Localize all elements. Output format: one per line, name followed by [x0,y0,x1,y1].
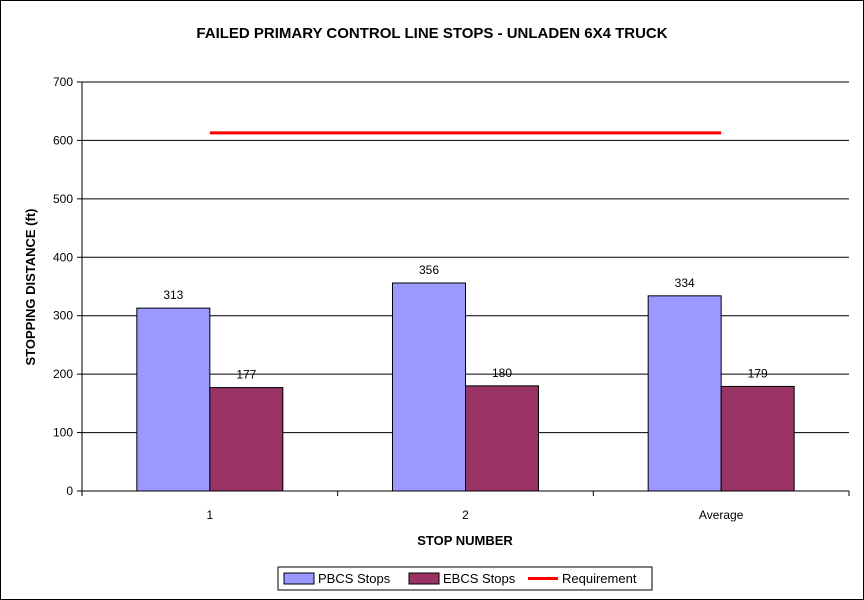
x-axis-ticks: 1 2 Average [81,491,850,522]
y-tick-label: 0 [66,484,73,498]
ebcs-bar [465,385,539,492]
bars [136,282,795,492]
pbcs-bar [647,295,722,492]
legend: PBCS Stops EBCS Stops Requirement [277,566,653,591]
y-axis-title: STOPPING DISTANCE (ft) [23,209,38,366]
data-label: 334 [675,276,695,290]
legend-pbcs-label: PBCS Stops [318,571,391,586]
y-tick-label: 600 [53,133,73,147]
data-label: 180 [492,366,512,380]
data-label: 177 [236,368,256,382]
data-labels: 313 356 334 177 180 179 [163,263,768,382]
data-label: 179 [748,366,768,380]
x-tick-label: Average [699,508,744,522]
data-label: 313 [163,288,183,302]
legend-requirement-label: Requirement [562,571,637,586]
chart-title: FAILED PRIMARY CONTROL LINE STOPS - UNLA… [196,25,667,42]
x-tick-label: 1 [206,508,213,522]
ebcs-bar [209,387,284,492]
pbcs-bar [136,307,211,492]
y-axis-ticks: 0 100 200 300 400 500 600 700 [53,75,82,498]
pbcs-bar [392,282,466,492]
x-tick-label: 2 [462,508,469,522]
legend-pbcs-swatch [283,572,315,585]
y-tick-label: 300 [53,309,73,323]
ebcs-bar [720,385,795,492]
y-tick-label: 700 [53,75,73,89]
y-tick-label: 500 [53,192,73,206]
data-label: 356 [419,263,439,277]
legend-ebcs-label: EBCS Stops [443,571,516,586]
y-tick-label: 400 [53,250,73,264]
legend-box [277,566,653,591]
y-tick-label: 100 [53,426,73,440]
y-tick-label: 200 [53,367,73,381]
legend-ebcs-swatch [408,572,440,585]
x-axis-title: STOP NUMBER [417,533,513,548]
